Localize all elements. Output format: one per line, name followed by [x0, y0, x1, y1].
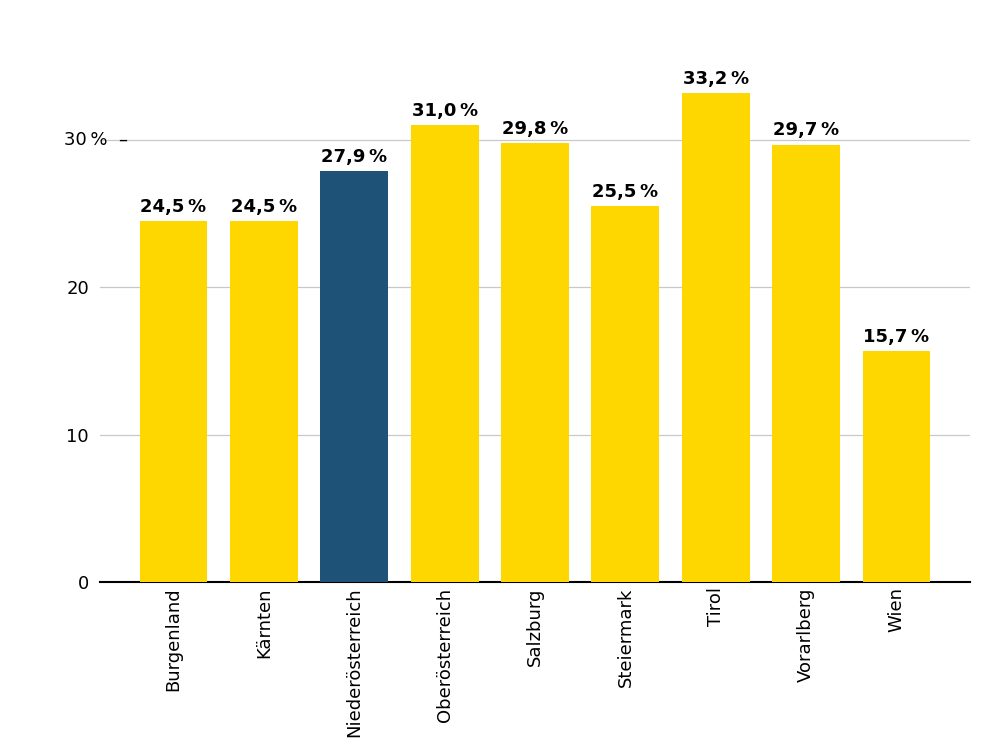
- Bar: [230, 221, 298, 582]
- Text: 29,7 %: 29,7 %: [773, 122, 839, 140]
- Bar: [501, 143, 569, 582]
- Text: 25,5 %: 25,5 %: [592, 184, 658, 201]
- Bar: [772, 145, 840, 582]
- Bar: [411, 125, 479, 582]
- Text: 15,7 %: 15,7 %: [863, 327, 930, 345]
- Text: 33,2 %: 33,2 %: [683, 70, 749, 88]
- Text: 31,0 %: 31,0 %: [412, 102, 478, 120]
- Bar: [591, 207, 659, 582]
- Text: 24,5 %: 24,5 %: [231, 198, 297, 216]
- Bar: [863, 351, 930, 582]
- Bar: [140, 221, 207, 582]
- Text: 30 %  –: 30 % –: [64, 131, 128, 149]
- Bar: [682, 93, 750, 582]
- Text: 29,8 %: 29,8 %: [502, 120, 568, 138]
- Text: 27,9 %: 27,9 %: [321, 148, 387, 166]
- Bar: [320, 171, 388, 582]
- Text: 24,5 %: 24,5 %: [140, 198, 207, 216]
